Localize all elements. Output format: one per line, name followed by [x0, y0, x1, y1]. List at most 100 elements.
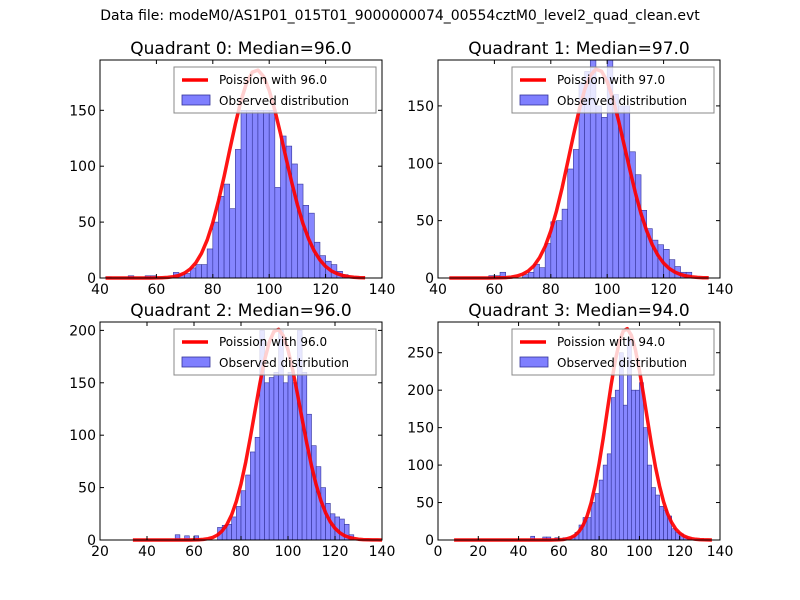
histogram-bar [544, 243, 552, 279]
subplot-title: Quadrant 0: Median=96.0 [130, 39, 352, 59]
subplot-0: 40 60 80 100 120 140 0 50 100 150 Quadrant 0: Medi… [69, 39, 395, 298]
histogram-bar [614, 389, 620, 541]
histogram-bar [561, 208, 569, 279]
x-tick-label: 100 [256, 282, 283, 298]
x-tick-label: 140 [707, 544, 734, 560]
histogram-bar [268, 377, 275, 541]
y-tick-label: 50 [78, 481, 96, 497]
histogram-bar [245, 474, 251, 541]
histogram-bar [195, 264, 202, 279]
x-tick-label: 80 [204, 282, 222, 298]
legend-label-observed: Observed distribution [219, 94, 349, 108]
subplot-title: Quadrant 3: Median=94.0 [468, 301, 690, 321]
y-tick-label: 150 [69, 103, 96, 119]
y-tick-label: 50 [416, 214, 434, 230]
x-tick-label: 60 [485, 282, 503, 298]
subplot-title: Quadrant 2: Median=96.0 [130, 301, 352, 321]
x-tick-label: 120 [322, 544, 349, 560]
histogram-bar [306, 413, 312, 541]
subplot-title: Quadrant 1: Median=97.0 [468, 39, 690, 59]
subplot-2: 20 40 60 80 100 120 140 0 50 100 150 200 Quadrant 2:… [69, 301, 395, 560]
histogram-bar [297, 183, 304, 279]
histogram-bar [598, 479, 604, 541]
histogram-bar [311, 445, 317, 541]
x-tick-label: 120 [666, 544, 693, 560]
x-tick-label: 100 [626, 544, 653, 560]
y-tick-label: 0 [425, 271, 434, 287]
histogram-bar [231, 516, 237, 541]
histogram-bar [212, 221, 219, 279]
x-tick-label: 80 [542, 282, 560, 298]
y-tick-label: 150 [407, 421, 434, 437]
y-tick-label: 200 [407, 383, 434, 399]
histogram-bar [556, 220, 563, 279]
x-tick-label: 40 [510, 544, 528, 560]
histogram-bar [610, 397, 616, 541]
legend-bar-swatch [519, 94, 549, 106]
histogram-bar [594, 493, 600, 541]
histogram-bar [302, 205, 309, 279]
histogram-bar [618, 352, 624, 541]
x-tick-label: 120 [312, 282, 339, 298]
histogram-bar [201, 264, 208, 279]
histogram-bar [631, 389, 636, 541]
histogram-bar [623, 105, 631, 279]
histogram-bar [263, 110, 270, 279]
histogram-bar [602, 464, 608, 541]
histogram-bar [635, 389, 640, 541]
histogram-bar [287, 372, 293, 541]
histogram-bar [257, 110, 264, 279]
y-tick-label: 50 [78, 215, 96, 231]
histogram-bar [539, 267, 546, 279]
y-tick-label: 100 [407, 458, 434, 474]
x-tick-label: 80 [232, 544, 250, 560]
histogram-bar [235, 149, 242, 279]
x-tick-label: 60 [147, 282, 165, 298]
subplot-3: 0 20 40 60 80 100 120 140 0 50 100 150 200 250 Quadran… [407, 301, 733, 560]
histogram-bar [240, 490, 246, 541]
legend-label-poisson: Poission with 94.0 [557, 335, 665, 349]
y-tick-label: 150 [69, 376, 96, 392]
y-tick-label: 250 [407, 346, 434, 362]
histogram-bar [229, 208, 236, 279]
histogram-bar [254, 436, 261, 541]
histogram-bar [292, 382, 298, 541]
histogram-bar [250, 451, 256, 541]
legend-label-poisson: Poission with 96.0 [219, 335, 327, 349]
histogram-bar [639, 382, 644, 541]
histogram-bar [643, 427, 648, 541]
histogram-bar [246, 110, 253, 279]
x-tick-label: 100 [275, 544, 302, 560]
x-tick-label: 20 [469, 544, 487, 560]
histogram-bar [647, 464, 652, 541]
y-tick-label: 100 [407, 156, 434, 172]
histogram-bar [595, 105, 602, 279]
histogram-bar [590, 502, 596, 541]
figure-suptitle: Data file: modeM0/AS1P01_015T01_90000000… [100, 8, 700, 24]
legend-bar-swatch [181, 356, 211, 368]
y-tick-label: 100 [69, 159, 96, 175]
histogram-bar [264, 382, 270, 541]
histogram-bar [527, 271, 535, 279]
legend-bar-swatch [519, 356, 549, 368]
x-tick-label: 40 [138, 544, 156, 560]
x-tick-label: 120 [650, 282, 677, 298]
legend-label-observed: Observed distribution [557, 356, 687, 370]
histogram-bar [236, 506, 242, 541]
histogram-bar [226, 523, 232, 541]
histogram-bar [282, 382, 289, 541]
histogram-bar [268, 110, 276, 279]
axes-frame [437, 59, 721, 279]
histogram-bar [601, 117, 608, 279]
x-tick-label: 40 [429, 282, 447, 298]
y-tick-label: 0 [425, 533, 434, 549]
x-tick-label: 60 [185, 544, 203, 560]
histogram-bar [206, 248, 214, 279]
x-tick-label: 140 [369, 544, 396, 560]
x-tick-label: 140 [707, 282, 734, 298]
y-tick-label: 200 [69, 323, 96, 339]
subplot-1: 40 60 80 100 120 140 0 50 100 150 Quadrant 1: Medi… [407, 39, 733, 298]
histogram-bar [606, 453, 612, 541]
histogram-bar [567, 168, 574, 279]
histogram-bar [301, 372, 308, 541]
